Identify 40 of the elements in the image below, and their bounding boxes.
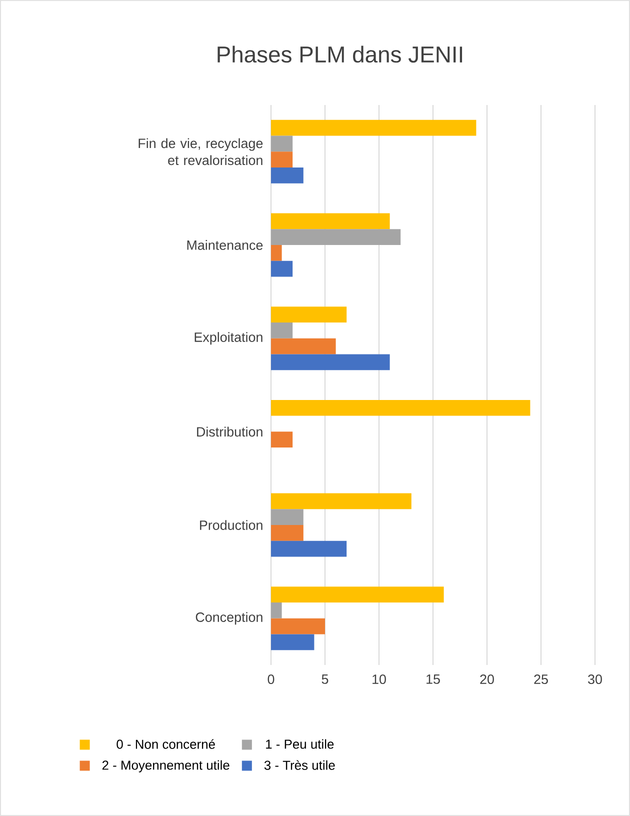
- bar: [271, 432, 293, 448]
- y-tick-label: Production: [200, 520, 262, 530]
- y-tick-label: Fin de vie, recyclage et revalorisation: [138, 138, 263, 166]
- y-tick-label: Maintenance: [187, 240, 263, 250]
- bar: [271, 213, 390, 230]
- bar: [271, 509, 304, 526]
- legend-label: 3 - Très utile: [264, 760, 335, 770]
- x-tick-label: 5: [322, 674, 328, 684]
- bar: [271, 602, 282, 618]
- bar: [271, 338, 336, 354]
- legend-label: 1 - Peu utile: [266, 739, 334, 749]
- bar: [271, 634, 314, 650]
- bar: [271, 245, 282, 261]
- x-tick-label: 15: [426, 674, 440, 684]
- bar: [271, 525, 304, 541]
- y-tick-label: Conception: [196, 612, 262, 625]
- bar: [271, 354, 390, 370]
- x-tick-label: 20: [480, 674, 494, 684]
- bar: [271, 152, 293, 168]
- bar: [271, 120, 476, 136]
- bar: [271, 260, 293, 277]
- bar: [271, 586, 444, 602]
- x-tick-label: 10: [372, 674, 386, 684]
- bar: [271, 540, 347, 557]
- bar: [271, 136, 293, 152]
- chart-title: Phases PLM dans JENII: [218, 46, 462, 63]
- bar: [271, 400, 530, 416]
- legend-label: 2 - Moyennement utile: [102, 760, 230, 772]
- bar: [271, 618, 325, 634]
- x-tick-label: 30: [588, 674, 602, 684]
- bar: [271, 322, 293, 338]
- legend-label: 0 - Non concerné: [116, 739, 215, 749]
- bar: [271, 306, 347, 322]
- x-tick-label: 0: [268, 674, 274, 684]
- y-tick-label: Distribution: [197, 426, 262, 437]
- x-tick-label: 25: [534, 674, 548, 684]
- y-tick-label: Exploitation: [194, 332, 262, 345]
- bar: [271, 168, 304, 184]
- bar: [271, 229, 401, 246]
- bar: [271, 493, 412, 510]
